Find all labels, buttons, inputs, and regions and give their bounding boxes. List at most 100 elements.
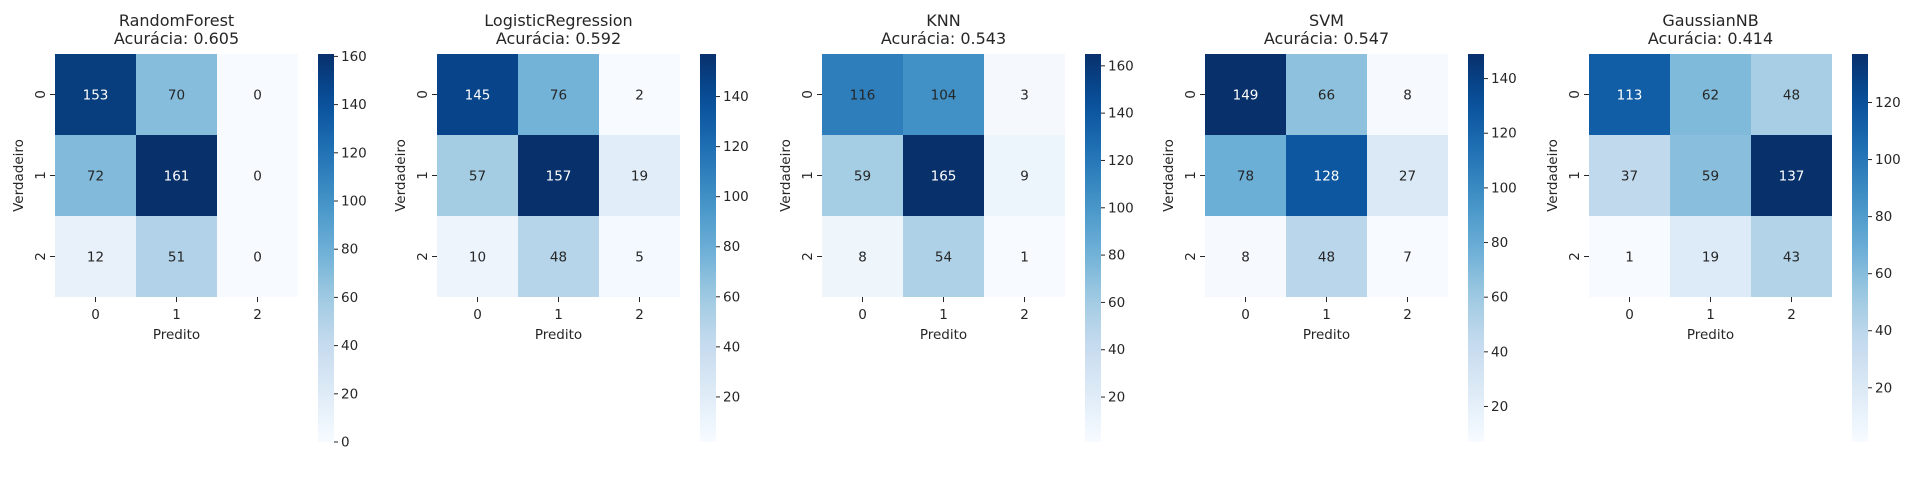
chart-subtitle: Acurácia: 0.547 xyxy=(1264,29,1389,48)
cell-label: 10 xyxy=(469,250,486,266)
colorbar xyxy=(1468,54,1484,442)
heatmap-cell xyxy=(1751,216,1832,297)
y-axis-label: Verdadeiro xyxy=(778,139,794,212)
chart-subtitle: Acurácia: 0.414 xyxy=(1648,29,1773,48)
chart-title: RandomForest xyxy=(119,11,234,30)
heatmap-cell xyxy=(55,54,136,135)
cell-label: 66 xyxy=(1318,88,1335,104)
y-axis-label: Verdadeiro xyxy=(11,139,27,212)
y-tick-label: 0 xyxy=(1183,90,1199,99)
y-tick-label: 1 xyxy=(1567,171,1583,180)
colorbar-tick-label: 20 xyxy=(723,389,740,405)
heatmap-cell xyxy=(1589,54,1670,135)
y-tick-label: 0 xyxy=(33,90,49,99)
heatmap-cell xyxy=(1670,135,1751,216)
heatmap-cell xyxy=(822,135,903,216)
x-tick-label: 0 xyxy=(1625,307,1634,323)
colorbar-tick-label: 100 xyxy=(341,194,367,210)
heatmap-cell xyxy=(1205,54,1286,135)
x-tick-label: 0 xyxy=(1241,307,1250,323)
chart-subtitle: Acurácia: 0.543 xyxy=(881,29,1006,48)
x-axis-label: Predito xyxy=(153,327,200,343)
x-tick-label: 0 xyxy=(91,307,100,323)
x-axis-label: Predito xyxy=(1687,327,1734,343)
cell-label: 12 xyxy=(87,250,104,266)
heatmap-cell xyxy=(1286,216,1367,297)
heatmap-cell xyxy=(822,54,903,135)
cell-label: 5 xyxy=(635,250,644,266)
heatmap-cell xyxy=(599,216,680,297)
heatmap-cell xyxy=(984,135,1065,216)
colorbar-tick-label: 100 xyxy=(1491,180,1517,196)
colorbar xyxy=(1085,54,1101,442)
cell-label: 165 xyxy=(931,169,957,185)
cell-label: 43 xyxy=(1783,250,1800,266)
cell-label: 137 xyxy=(1779,169,1805,185)
cell-label: 157 xyxy=(546,169,572,185)
colorbar-tick-label: 60 xyxy=(1491,290,1508,306)
heatmap-cell xyxy=(599,54,680,135)
heatmap-cell xyxy=(136,216,217,297)
cell-label: 51 xyxy=(168,250,185,266)
cell-label: 1 xyxy=(1020,250,1029,266)
colorbar-tick-label: 100 xyxy=(1875,152,1901,168)
cell-label: 7 xyxy=(1403,250,1412,266)
heatmap-cell xyxy=(1286,135,1367,216)
heatmap-cell xyxy=(1367,54,1448,135)
heatmap-cell xyxy=(437,54,518,135)
cell-label: 70 xyxy=(168,88,185,104)
heatmap-cell xyxy=(1670,216,1751,297)
cell-label: 113 xyxy=(1617,88,1643,104)
heatmap-cell xyxy=(822,216,903,297)
heatmap-cell xyxy=(136,54,217,135)
colorbar xyxy=(700,54,716,442)
colorbar-tick-label: 20 xyxy=(1108,390,1125,406)
colorbar-tick-label: 120 xyxy=(1875,95,1901,111)
heatmap-cell xyxy=(1205,135,1286,216)
colorbar-tick-label: 80 xyxy=(1491,235,1508,251)
cell-label: 0 xyxy=(253,250,262,266)
colorbar xyxy=(1852,54,1868,442)
cell-label: 2 xyxy=(635,88,644,104)
cell-label: 76 xyxy=(550,88,567,104)
cell-label: 78 xyxy=(1237,169,1254,185)
chart-title: GaussianNB xyxy=(1662,11,1758,30)
chart-subtitle: Acurácia: 0.605 xyxy=(114,29,239,48)
heatmap-cell xyxy=(1670,54,1751,135)
x-axis-label: Predito xyxy=(1303,327,1350,343)
chart-title: SVM xyxy=(1309,11,1344,30)
cell-label: 161 xyxy=(164,169,190,185)
cell-label: 0 xyxy=(253,169,262,185)
heatmap-cell xyxy=(1205,216,1286,297)
y-tick-label: 2 xyxy=(1567,252,1583,261)
heatmap-cell xyxy=(518,216,599,297)
y-tick-label: 0 xyxy=(415,90,431,99)
chart-title: KNN xyxy=(926,11,960,30)
x-tick-label: 2 xyxy=(1403,307,1412,323)
colorbar-tick-label: 60 xyxy=(1108,295,1125,311)
heatmap-cell xyxy=(903,54,984,135)
cell-label: 145 xyxy=(465,88,491,104)
y-tick-label: 1 xyxy=(415,171,431,180)
y-tick-label: 2 xyxy=(33,252,49,261)
cell-label: 19 xyxy=(1702,250,1719,266)
heatmap-cell xyxy=(903,216,984,297)
cell-label: 128 xyxy=(1314,169,1340,185)
heatmap-cell xyxy=(1367,216,1448,297)
y-tick-label: 1 xyxy=(1183,171,1199,180)
colorbar-tick-label: 60 xyxy=(1875,266,1892,282)
cell-label: 48 xyxy=(1318,250,1335,266)
y-axis-label: Verdadeiro xyxy=(393,139,409,212)
heatmap-cell xyxy=(903,135,984,216)
cell-label: 57 xyxy=(469,169,486,185)
colorbar-tick-label: 120 xyxy=(341,145,367,161)
cell-label: 8 xyxy=(1241,250,1250,266)
colorbar-tick-label: 140 xyxy=(1108,106,1134,122)
heatmap-cell xyxy=(518,135,599,216)
heatmap-cell xyxy=(1589,135,1670,216)
